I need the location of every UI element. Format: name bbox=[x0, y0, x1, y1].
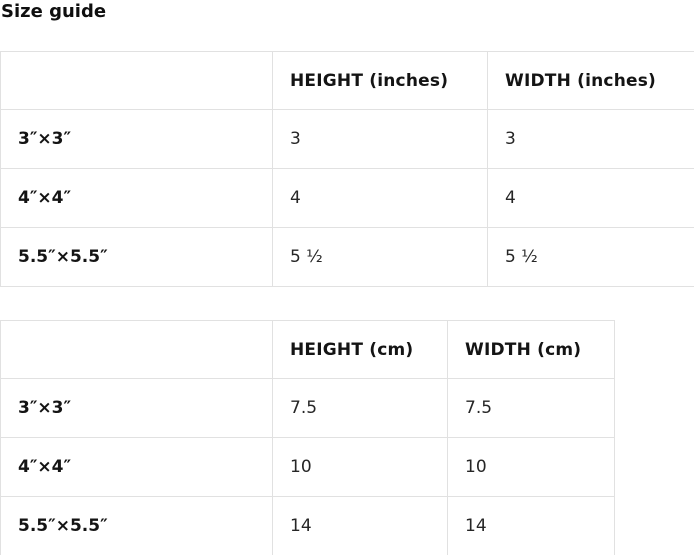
row-label-5.5x5.5: 5.5″×5.5″ bbox=[0, 496, 273, 555]
table-row: 5.5″×5.5″ 5 ½ 5 ½ bbox=[0, 227, 694, 287]
table-row: 4″×4″ 10 10 bbox=[0, 437, 615, 497]
width-value-cell: 4 bbox=[487, 168, 694, 228]
size-table-cm: HEIGHT (cm) WIDTH (cm) 3″×3″ 7.5 7.5 4″×… bbox=[0, 320, 615, 555]
row-label-4x4: 4″×4″ bbox=[0, 168, 273, 228]
row-label-3x3: 3″×3″ bbox=[0, 109, 273, 169]
size-table-inches: HEIGHT (inches) WIDTH (inches) 3″×3″ 3 3… bbox=[0, 51, 694, 287]
column-header-height-cm: HEIGHT (cm) bbox=[272, 320, 448, 379]
header-row-cm: HEIGHT (cm) WIDTH (cm) bbox=[0, 320, 615, 379]
row-label-5.5x5.5: 5.5″×5.5″ bbox=[0, 227, 273, 287]
column-header-width-cm: WIDTH (cm) bbox=[447, 320, 615, 379]
height-value-cell: 3 bbox=[272, 109, 488, 169]
height-value-cell: 14 bbox=[272, 496, 448, 555]
height-value-cell: 10 bbox=[272, 437, 448, 497]
corner-header-cell bbox=[0, 51, 273, 110]
height-value-cell: 7.5 bbox=[272, 378, 448, 438]
width-value-cell: 5 ½ bbox=[487, 227, 694, 287]
header-row-inches: HEIGHT (inches) WIDTH (inches) bbox=[0, 51, 694, 110]
table-row: 5.5″×5.5″ 14 14 bbox=[0, 496, 615, 555]
table-row: 3″×3″ 7.5 7.5 bbox=[0, 378, 615, 438]
width-value-cell: 10 bbox=[447, 437, 615, 497]
corner-header-cell bbox=[0, 320, 273, 379]
table-row: 3″×3″ 3 3 bbox=[0, 109, 694, 169]
row-label-4x4: 4″×4″ bbox=[0, 437, 273, 497]
height-value-cell: 4 bbox=[272, 168, 488, 228]
width-value-cell: 3 bbox=[487, 109, 694, 169]
table-row: 4″×4″ 4 4 bbox=[0, 168, 694, 228]
page-title: Size guide bbox=[1, 1, 107, 22]
width-value-cell: 14 bbox=[447, 496, 615, 555]
column-header-width-inches: WIDTH (inches) bbox=[487, 51, 694, 110]
height-value-cell: 5 ½ bbox=[272, 227, 488, 287]
width-value-cell: 7.5 bbox=[447, 378, 615, 438]
row-label-3x3: 3″×3″ bbox=[0, 378, 273, 438]
column-header-height-inches: HEIGHT (inches) bbox=[272, 51, 488, 110]
